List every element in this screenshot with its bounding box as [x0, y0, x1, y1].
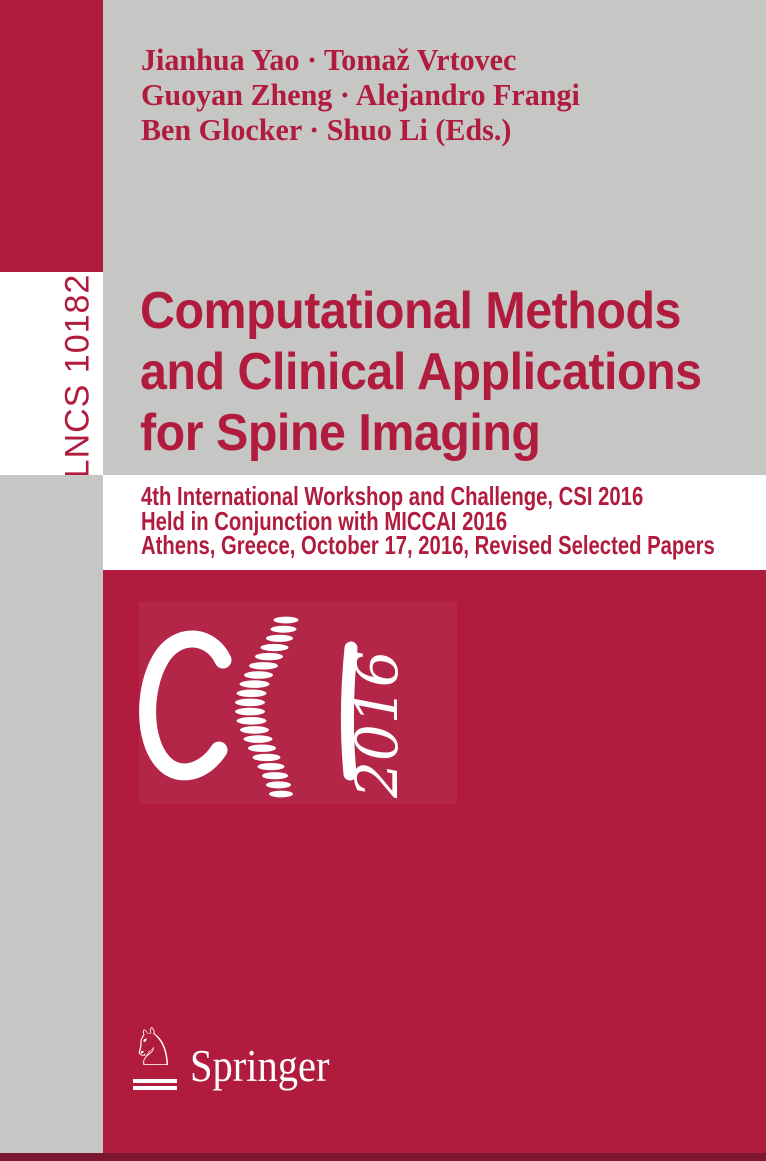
bottom-edge-strip [0, 1153, 766, 1161]
author-line-1: Jianhua Yao · Tomaž Vrtovec [141, 42, 517, 77]
csi-year-label: 2016 [343, 650, 411, 799]
cover-top-gray-panel: Jianhua Yao · Tomaž Vrtovec Guoyan Zheng… [103, 0, 766, 475]
left-gray-column [0, 475, 103, 1161]
subtitle-block: 4th International Workshop and Challenge… [141, 481, 715, 560]
subtitle-band: 4th International Workshop and Challenge… [103, 475, 766, 570]
logo-rule-bottom [133, 1086, 177, 1090]
publisher-name: Springer [190, 1041, 330, 1091]
spine-vertebrae-icon [235, 616, 299, 798]
authors-block: Jianhua Yao · Tomaž Vrtovec Guoyan Zheng… [141, 42, 580, 147]
springer-horse-knight-icon: ♘ [130, 1018, 177, 1078]
logo-rule-top [133, 1079, 177, 1083]
book-title: Computational Methods and Clinical Appli… [140, 281, 702, 464]
author-line-3: Ben Glocker · Shuo Li (Eds.) [141, 112, 512, 147]
csi-letter-i-icon [340, 641, 358, 781]
subtitle-line-3: Athens, Greece, October 17, 2016, Revise… [141, 530, 715, 560]
corner-red-square [0, 0, 103, 272]
series-spine-strip: LNCS 10182 [0, 272, 103, 478]
title-line-3: for Spine Imaging [140, 404, 541, 462]
series-volume-label: LNCS 10182 [58, 273, 97, 479]
subtitle-line-1: 4th International Workshop and Challenge… [141, 481, 644, 511]
csi-2016-spine-logo: 2016 [139, 602, 457, 804]
author-line-2: Guoyan Zheng · Alejandro Frangi [141, 77, 580, 112]
title-line-1: Computational Methods [140, 282, 681, 340]
publisher-logo: ♘ Springer [130, 1022, 450, 1106]
title-line-2: and Clinical Applications [140, 343, 702, 401]
cover-red-panel: 2016 ♘ Springer [103, 570, 766, 1161]
csi-letter-c-icon [139, 630, 232, 781]
subtitle-line-2: Held in Conjunction with MICCAI 2016 [141, 505, 508, 536]
